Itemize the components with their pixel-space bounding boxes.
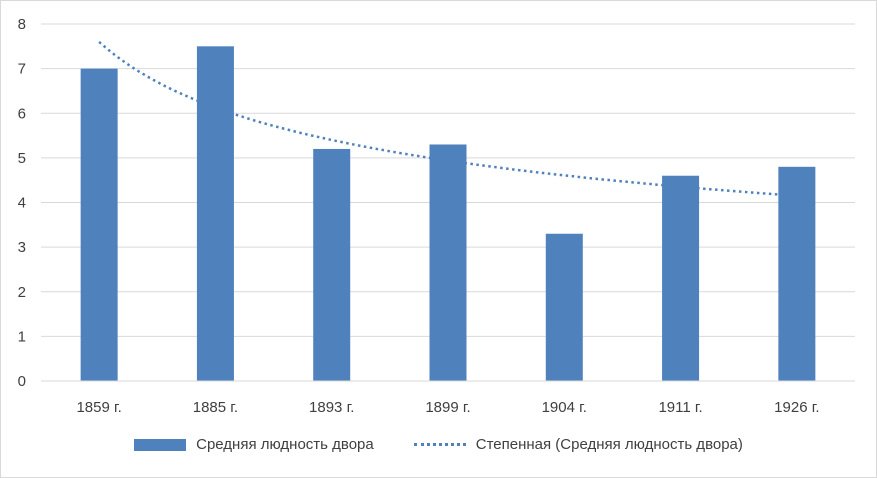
bar <box>662 175 700 381</box>
bar <box>545 233 583 381</box>
bar <box>80 68 118 381</box>
y-tick-label: 3 <box>18 239 26 256</box>
bar <box>313 148 351 381</box>
bar <box>778 166 816 381</box>
x-tick-label: 1926 г. <box>774 399 819 416</box>
y-tick-label: 7 <box>18 61 26 78</box>
series-bars <box>80 46 816 381</box>
legend-bar-swatch <box>134 438 187 451</box>
x-tick-label: 1899 г. <box>425 399 470 416</box>
bar <box>429 144 467 381</box>
y-tick-label: 0 <box>18 373 26 390</box>
legend-trendline-swatch <box>413 443 466 446</box>
trendline-path <box>98 40 797 198</box>
x-tick-label: 1893 г. <box>309 399 354 416</box>
legend-bar-label: Средняя людность двора <box>196 436 374 453</box>
y-tick-label: 2 <box>18 284 26 301</box>
legend-item-bars: Средняя людность двора <box>134 436 374 453</box>
y-tick-label: 1 <box>18 328 26 345</box>
y-tick-label: 5 <box>18 150 26 167</box>
y-tick-label: 6 <box>18 105 26 122</box>
y-tick-label: 4 <box>18 195 26 212</box>
bar <box>196 46 234 381</box>
x-axis-labels: 1859 г. 1885 г. 1893 г. 1899 г. 1904 г. 1911 … <box>76 399 819 416</box>
y-axis-labels: 0 1 2 3 4 5 6 7 8 <box>18 16 26 390</box>
x-tick-label: 1885 г. <box>193 399 238 416</box>
x-tick-label: 1859 г. <box>76 399 121 416</box>
legend-trendline-label: Степенная (Средняя людность двора) <box>475 436 743 453</box>
y-tick-label: 8 <box>18 16 26 33</box>
legend: Средняя людность двора Степенная (Средня… <box>0 436 877 453</box>
x-tick-label: 1904 г. <box>542 399 587 416</box>
legend-item-trendline: Степенная (Средняя людность двора) <box>413 436 743 453</box>
x-tick-label: 1911 г. <box>658 399 702 416</box>
